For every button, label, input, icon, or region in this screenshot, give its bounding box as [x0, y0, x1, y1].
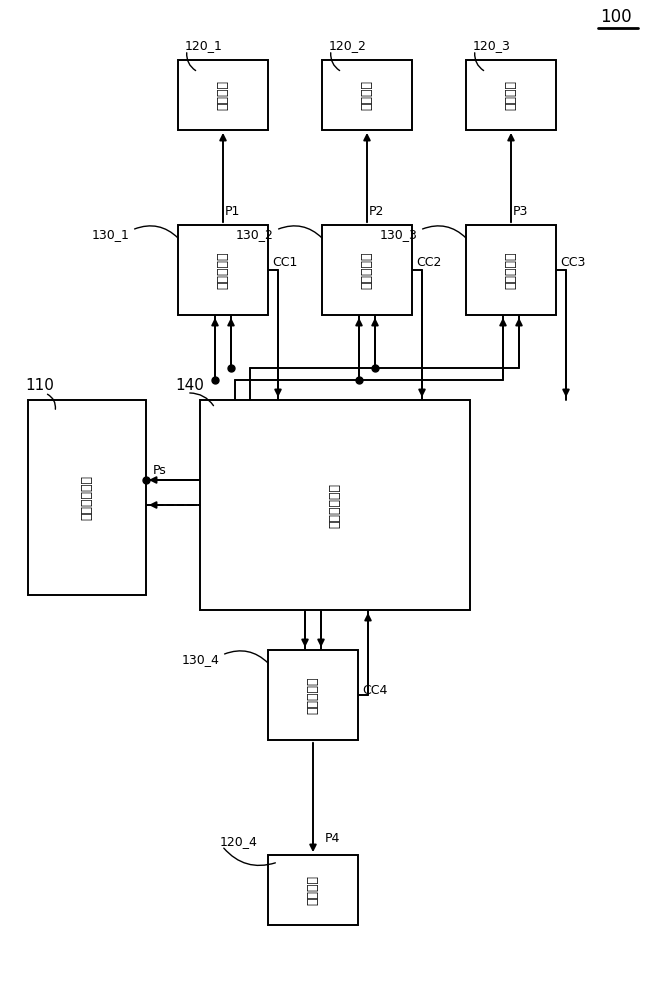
Text: 120_2: 120_2 [329, 39, 367, 52]
Bar [268, 650, 358, 740]
Text: 电源转换器: 电源转换器 [216, 251, 229, 289]
Text: 电源转换器: 电源转换器 [505, 251, 518, 289]
Text: CC3: CC3 [560, 255, 585, 268]
Text: 电力供应电路: 电力供应电路 [80, 475, 93, 520]
Text: 100: 100 [600, 8, 632, 26]
Text: 共同控制电路: 共同控制电路 [329, 483, 341, 528]
Text: CC1: CC1 [272, 255, 297, 268]
Text: 110: 110 [25, 378, 54, 393]
Text: CC2: CC2 [416, 255, 441, 268]
Text: 130_3: 130_3 [380, 228, 418, 241]
Text: 端接器口: 端接器口 [505, 80, 518, 110]
Bar [268, 855, 358, 925]
Bar [178, 225, 268, 315]
Text: 端接器口: 端接器口 [360, 80, 373, 110]
Bar [466, 60, 556, 130]
Text: 120_4: 120_4 [220, 835, 258, 848]
Text: 电源转换器: 电源转换器 [307, 676, 319, 714]
Text: CC4: CC4 [362, 684, 388, 696]
Bar [178, 60, 268, 130]
Bar [200, 400, 470, 610]
Text: P3: P3 [513, 205, 528, 218]
Text: 140: 140 [175, 378, 204, 393]
Text: P1: P1 [225, 205, 240, 218]
Bar [466, 225, 556, 315]
Text: 130_1: 130_1 [92, 228, 130, 241]
Bar [322, 225, 412, 315]
Text: 端接器口: 端接器口 [307, 875, 319, 905]
Bar [28, 400, 146, 595]
Bar [322, 60, 412, 130]
Text: P4: P4 [325, 832, 340, 845]
Text: 电源转换器: 电源转换器 [360, 251, 373, 289]
Text: 120_3: 120_3 [473, 39, 511, 52]
Text: P2: P2 [369, 205, 384, 218]
Text: 120_1: 120_1 [185, 39, 223, 52]
Text: Ps: Ps [153, 464, 167, 477]
Text: 130_4: 130_4 [182, 653, 220, 666]
Text: 130_2: 130_2 [236, 228, 274, 241]
Text: 端接器口: 端接器口 [216, 80, 229, 110]
